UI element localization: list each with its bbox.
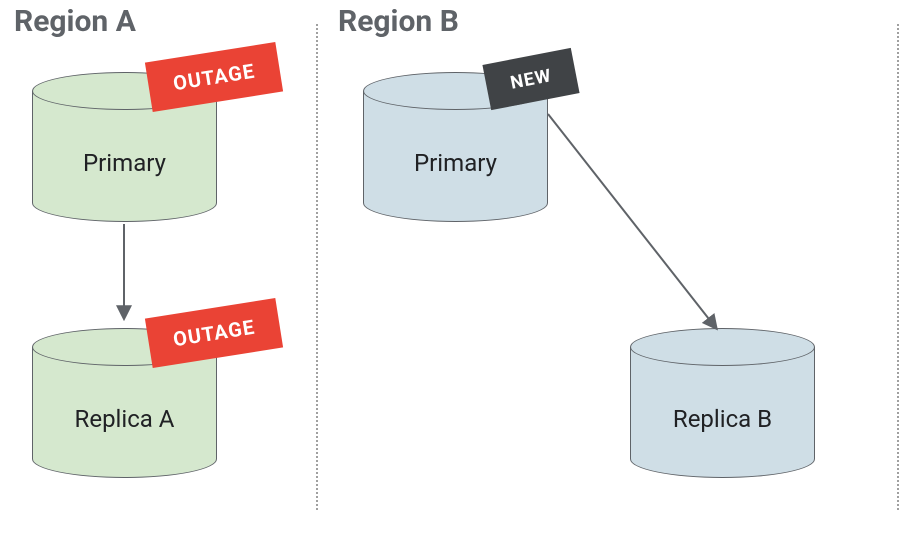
diagram-canvas: Region ARegion BPrimaryReplica APrimaryR… [0, 0, 917, 540]
arrow-b-primary-to-b-replica [0, 0, 917, 540]
